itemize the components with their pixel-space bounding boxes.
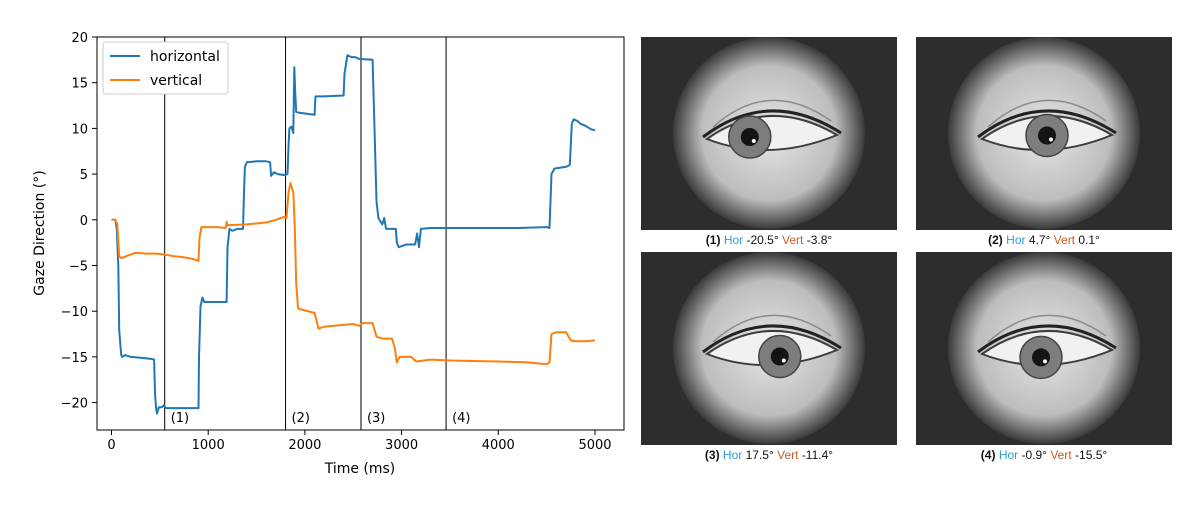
caption-hor-value: 17.5° <box>745 448 774 462</box>
legend-label-vertical: vertical <box>150 73 202 89</box>
eye-caption-2: (2) Hor 4.7° Vert 0.1° <box>916 233 1172 247</box>
gaze-chart: (1) (2) (3) (4) 0 1000 2000 3000 4000 5000 −20 −1… <box>32 31 625 477</box>
caption-hor-value: 4.7° <box>1028 233 1051 247</box>
caption-vert-label: Vert <box>782 233 804 247</box>
event-marker-label-3: (3) <box>367 411 385 426</box>
caption-vert-label: Vert <box>777 448 799 462</box>
caption-number: (1) <box>705 233 721 247</box>
x-tick-label: 1000 <box>192 438 225 453</box>
series-lines <box>111 54 596 415</box>
caption-hor-label: Hor <box>722 448 743 462</box>
caption-hor-value: -0.9° <box>1021 448 1047 462</box>
y-tick-label: 15 <box>71 77 88 92</box>
caption-vert-value: 0.1° <box>1078 233 1100 247</box>
y-tick-label: 0 <box>80 214 88 229</box>
series-line-vertical <box>111 182 596 366</box>
eye-caption-4: (4) Hor -0.9° Vert -15.5° <box>916 448 1172 462</box>
y-tick-label: 5 <box>80 168 88 183</box>
caption-vert-label: Vert <box>1053 233 1076 247</box>
y-axis-label: Gaze Direction (°) <box>32 170 48 295</box>
caption-vert-value: -11.4° <box>801 448 834 462</box>
caption-hor-label: Hor <box>1006 233 1026 247</box>
eye-caption-1: (1) Hor -20.5° Vert -3.8° <box>641 233 897 247</box>
caption-number: (2) <box>988 233 1003 247</box>
y-axis: −20 −15 −10 −5 0 5 10 15 20 <box>61 31 97 412</box>
eye-illustration <box>641 37 897 230</box>
x-tick-label: 3000 <box>385 438 418 453</box>
x-tick-label: 4000 <box>482 438 515 453</box>
event-marker-label-4: (4) <box>452 411 470 426</box>
eye-illustration <box>916 37 1172 230</box>
caption-hor-value: -20.5° <box>746 233 779 247</box>
eye-illustration <box>916 252 1172 445</box>
eye-illustration <box>641 252 897 445</box>
legend-label-horizontal: horizontal <box>150 49 220 65</box>
event-marker-label-1: (1) <box>171 411 189 426</box>
caption-number: (4) <box>980 448 996 462</box>
eye-image-2 <box>916 37 1172 230</box>
caption-vert-value: -3.8° <box>806 233 833 247</box>
y-tick-label: −10 <box>61 305 88 320</box>
eye-caption-3: (3) Hor 17.5° Vert -11.4° <box>641 448 897 462</box>
y-tick-label: −5 <box>69 259 88 274</box>
legend: horizontal vertical <box>102 41 229 95</box>
x-tick-label: 2000 <box>288 438 321 453</box>
caption-hor-label: Hor <box>723 233 744 247</box>
x-axis-label: Time (ms) <box>324 461 396 477</box>
event-marker-label-2: (2) <box>292 411 310 426</box>
caption-number: (3) <box>704 448 720 462</box>
x-axis: 0 1000 2000 3000 4000 5000 <box>107 430 612 453</box>
y-tick-label: 20 <box>71 31 88 46</box>
eye-image-3 <box>641 252 897 445</box>
x-tick-label: 0 <box>107 438 115 453</box>
caption-vert-label: Vert <box>1050 448 1072 462</box>
eye-image-1 <box>641 37 897 230</box>
event-markers: (1) (2) (3) (4) <box>164 37 470 430</box>
caption-vert-value: -15.5° <box>1075 448 1108 462</box>
caption-hor-label: Hor <box>998 448 1019 462</box>
series-line-horizontal <box>111 54 596 415</box>
y-tick-label: 10 <box>71 122 88 137</box>
y-tick-label: −20 <box>61 397 88 412</box>
eye-image-4 <box>916 252 1172 445</box>
y-tick-label: −15 <box>61 351 88 366</box>
x-tick-label: 5000 <box>578 438 611 453</box>
